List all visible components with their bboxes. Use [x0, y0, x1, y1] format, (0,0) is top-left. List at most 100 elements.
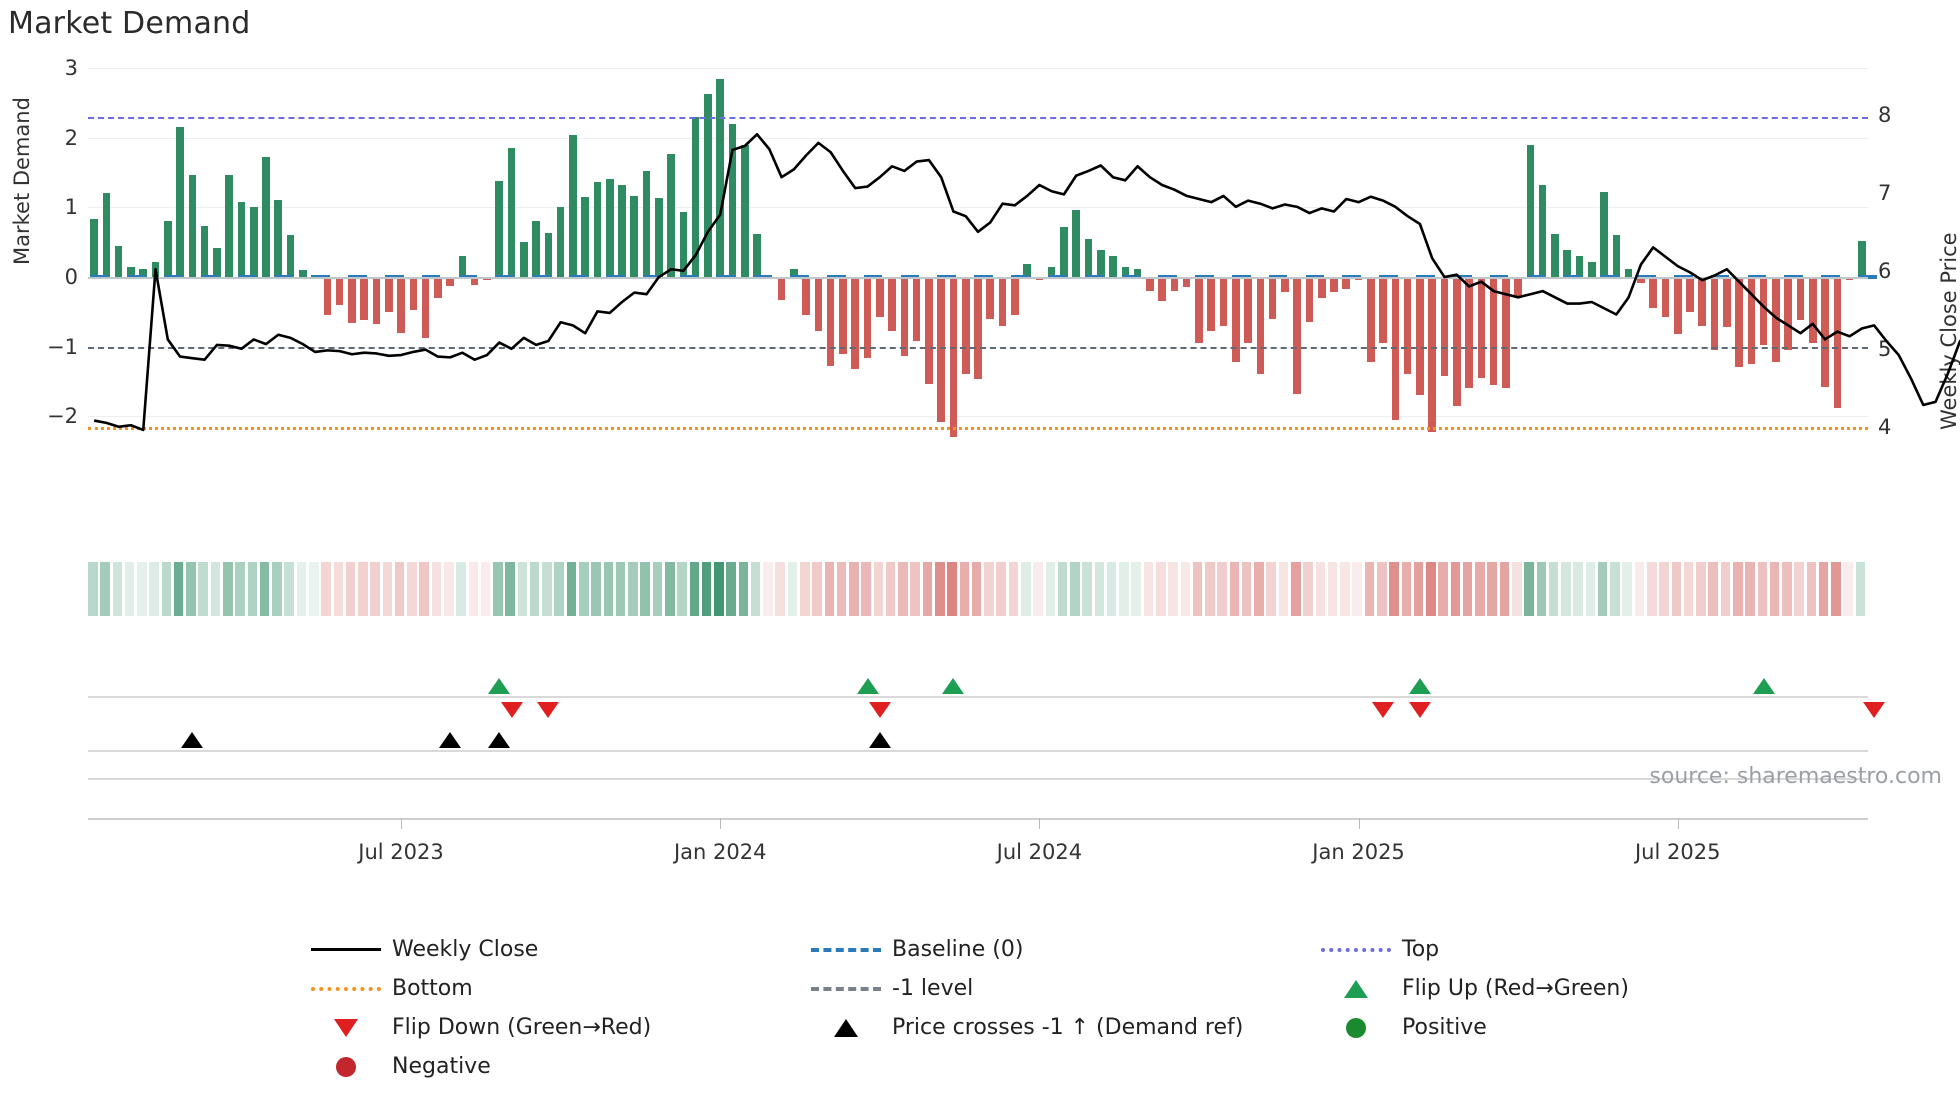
heatmap-cell — [1757, 562, 1768, 616]
demand-bar — [937, 276, 945, 422]
demand-bar — [605, 179, 614, 277]
heatmap-cell — [652, 562, 663, 616]
heatmap-cell — [947, 562, 957, 616]
demand-bar — [618, 185, 626, 277]
heatmap-cell — [1205, 562, 1215, 616]
heatmap-cell — [1782, 562, 1792, 616]
legend-item[interactable]: Positive — [1310, 1008, 1660, 1047]
demand-bar — [519, 242, 528, 277]
heatmap-cell — [272, 562, 282, 616]
demand-bar — [691, 116, 700, 277]
heatmap-cell — [1732, 562, 1743, 616]
line-dashed-blue-icon — [811, 947, 881, 952]
demand-bar — [1268, 276, 1277, 319]
heatmap-cell — [308, 562, 319, 616]
heatmap-cell — [1143, 562, 1154, 616]
heatmap-cell — [1831, 562, 1841, 616]
legend-item[interactable]: Top — [1310, 930, 1660, 969]
heatmap-cell — [1634, 562, 1645, 616]
heatmap-cell — [1524, 562, 1534, 616]
demand-bar — [1047, 266, 1056, 277]
legend-item[interactable]: Weekly Close — [300, 930, 800, 969]
demand-bar — [348, 276, 356, 323]
demand-bar — [1121, 266, 1130, 277]
heatmap-cell — [493, 562, 503, 616]
demand-bar — [1096, 250, 1105, 277]
heatmap-cell — [836, 562, 847, 616]
heatmap-cell — [1364, 562, 1375, 616]
heatmap-cell — [1045, 562, 1056, 616]
demand-bar — [888, 276, 896, 332]
legend-item[interactable]: Flip Up (Red→Green) — [1310, 969, 1660, 1008]
demand-bar — [176, 126, 184, 277]
heatmap-cell — [1082, 562, 1092, 616]
heatmap-cell — [1806, 562, 1817, 616]
price-cross-marker — [181, 732, 204, 748]
demand-bar — [1416, 276, 1424, 396]
demand-bar — [90, 219, 98, 277]
demand-bar — [200, 226, 209, 277]
heatmap-cell — [714, 562, 724, 616]
y-axis-left-tick: 1 — [64, 195, 78, 220]
demand-bar — [1317, 276, 1326, 298]
flip-down-marker — [537, 702, 560, 718]
demand-bar — [998, 276, 1007, 326]
legend-swatch — [300, 948, 392, 951]
heatmap-cell — [1487, 562, 1497, 616]
heatmap-cell — [1708, 562, 1718, 616]
heatmap-cell — [1475, 562, 1485, 616]
heatmap-cell — [382, 562, 393, 616]
heatmap-cell — [480, 562, 491, 616]
demand-bar — [1538, 185, 1547, 277]
y-axis-right-tick: 8 — [1878, 102, 1892, 127]
legend-swatch — [300, 1018, 392, 1037]
heatmap-cell — [959, 562, 970, 616]
heatmap-cell — [149, 562, 159, 616]
heatmap-cell — [210, 562, 221, 616]
heatmap-cell — [1376, 562, 1387, 616]
heatmap-cell — [1254, 562, 1264, 616]
legend-item[interactable]: Price crosses -1 ↑ (Demand ref) — [800, 1008, 1310, 1047]
y-axis-right-tick: 4 — [1878, 414, 1892, 439]
heatmap-cell — [1426, 562, 1436, 616]
demand-bar — [1367, 276, 1375, 362]
legend-row: Negative — [300, 1047, 1660, 1086]
legend-item[interactable]: Flip Down (Green→Red) — [300, 1008, 800, 1047]
demand-bar — [1747, 276, 1756, 364]
legend-item[interactable]: Baseline (0) — [800, 930, 1310, 969]
demand-bar — [642, 171, 651, 277]
demand-bar — [1452, 276, 1461, 406]
heatmap-cell — [812, 562, 822, 616]
heatmap-cell — [1352, 562, 1362, 616]
heatmap-cell — [1683, 562, 1694, 616]
heatmap-cell — [1597, 562, 1608, 616]
demand-bar — [556, 207, 565, 277]
demand-bar — [286, 235, 295, 277]
demand-bar — [1072, 210, 1080, 277]
heatmap-cell — [1192, 562, 1203, 616]
heatmap-cell — [1156, 562, 1166, 616]
demand-bar — [1858, 240, 1866, 277]
legend-swatch — [800, 1018, 892, 1037]
demand-bar — [102, 193, 111, 277]
demand-bar — [900, 276, 909, 357]
heatmap-cell — [1720, 562, 1731, 616]
demand-bar — [188, 174, 197, 277]
heatmap-cell — [1769, 562, 1780, 616]
legend-row: Bottom -1 level Flip Up (Red→Green) — [300, 969, 1660, 1008]
legend-item[interactable]: -1 level — [800, 969, 1310, 1008]
heatmap-cell — [1106, 562, 1117, 616]
heatmap-cell — [247, 562, 258, 616]
demand-heatmap-strip — [88, 562, 1868, 616]
demand-bar — [1023, 264, 1031, 277]
legend-item[interactable]: Bottom — [300, 969, 800, 1008]
legend-swatch — [300, 1056, 392, 1077]
heatmap-cell — [370, 562, 380, 616]
demand-bar — [655, 197, 663, 277]
demand-bar — [1489, 276, 1498, 385]
main-plot-area: 3 2 1 0 −1 −2 8 7 6 5 4 — [47, 56, 1960, 458]
heatmap-cell — [1855, 562, 1866, 616]
demand-bar — [384, 276, 393, 312]
legend-item[interactable]: Negative — [300, 1047, 800, 1086]
